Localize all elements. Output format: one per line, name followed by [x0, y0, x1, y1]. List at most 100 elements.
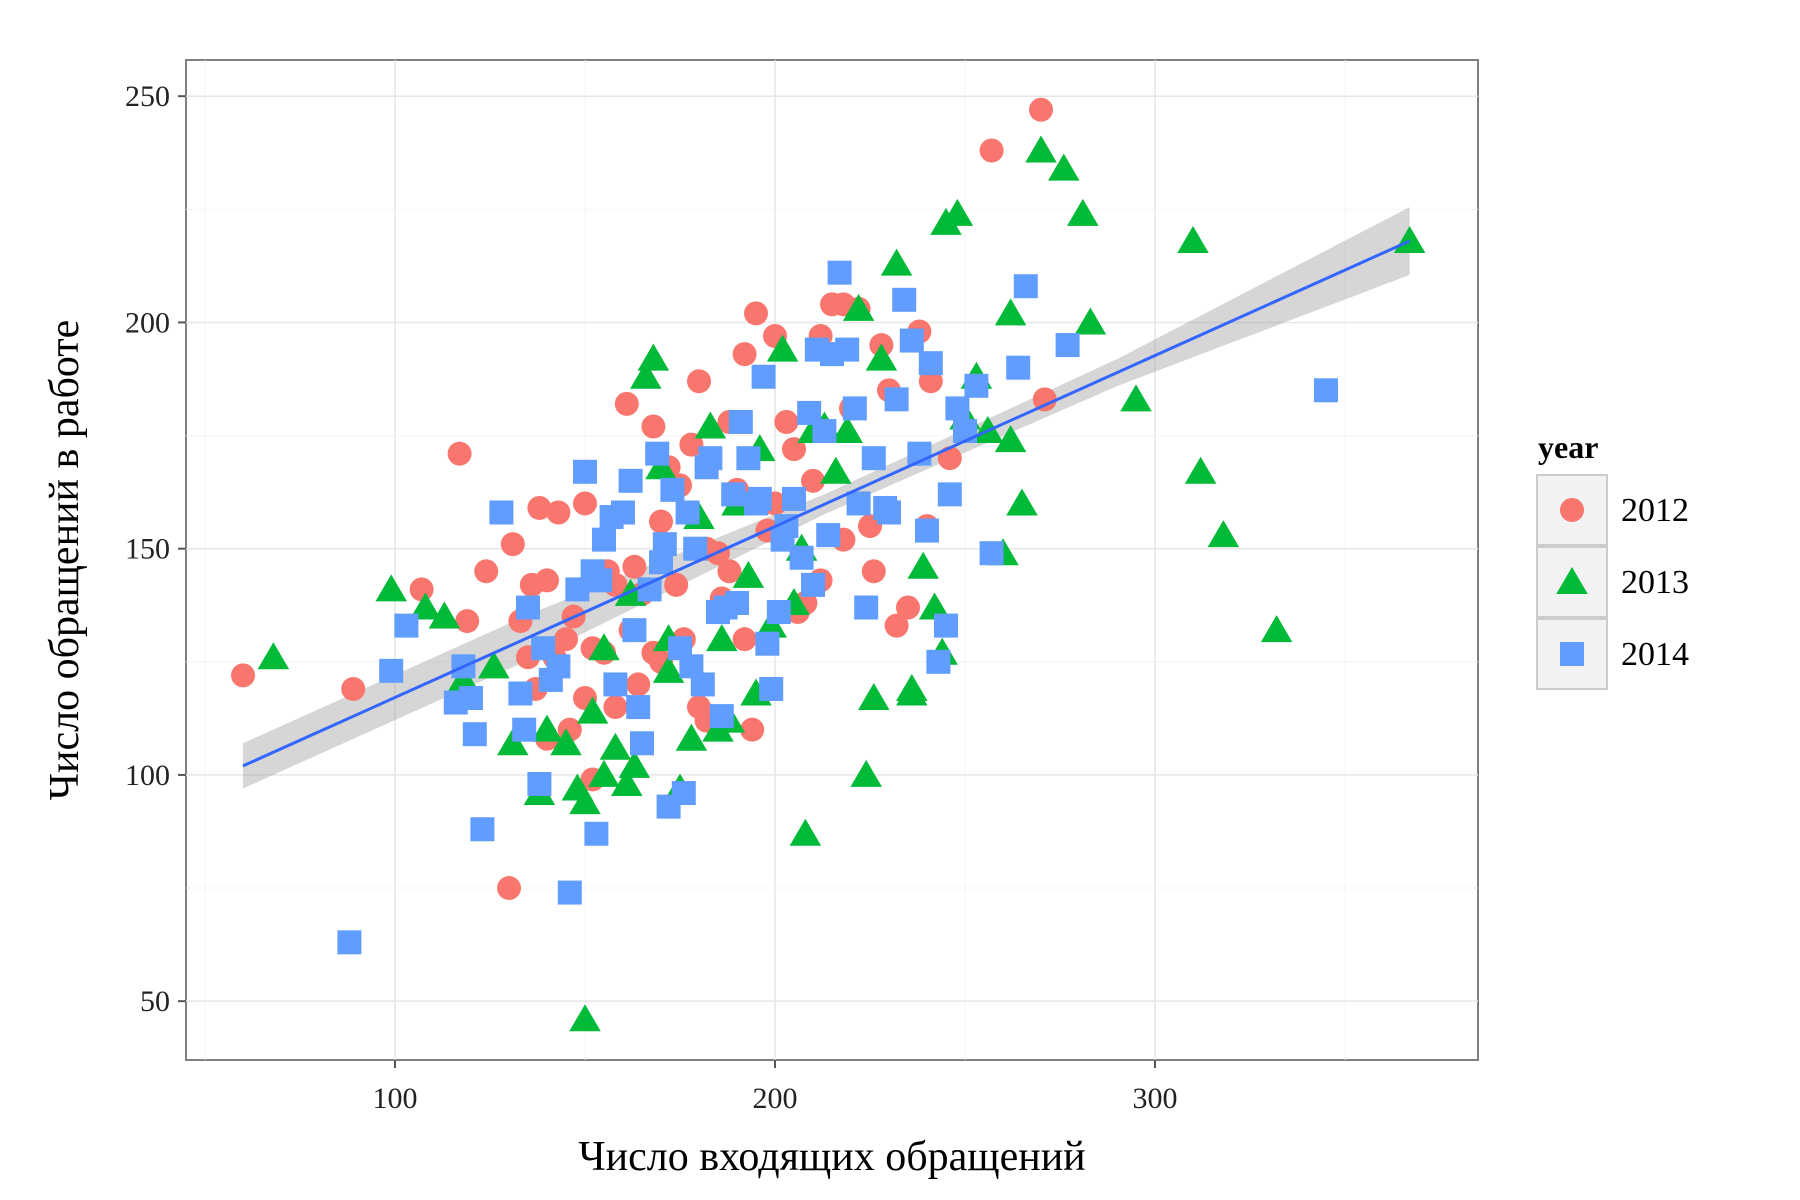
point-2013 [428, 601, 461, 629]
point-2014 [630, 731, 654, 756]
point-2014 [816, 523, 841, 548]
legend-key-2013 [1556, 567, 1588, 594]
point-2012 [1032, 387, 1057, 412]
point-2013 [531, 714, 563, 742]
point-2014 [926, 649, 951, 674]
point-2012 [937, 446, 962, 471]
point-2014 [877, 500, 901, 525]
point-2012 [447, 441, 472, 466]
legend-label-2012: 2012 [1621, 492, 1689, 529]
point-2013 [1177, 225, 1209, 253]
point-2014 [899, 328, 924, 353]
point-2013 [1207, 520, 1240, 548]
point-2014 [626, 695, 651, 720]
point-2014 [660, 477, 685, 502]
point-2013 [907, 551, 939, 579]
point-2013 [865, 343, 898, 371]
y-tick-label: 100 [125, 759, 170, 792]
point-2014 [755, 631, 780, 656]
point-2014 [770, 527, 795, 552]
point-2013 [611, 768, 643, 796]
point-2012 [497, 876, 521, 901]
point-2014 [979, 541, 1004, 566]
point-2013 [918, 592, 951, 620]
point-2013 [1393, 225, 1426, 253]
legend-key-2012 [1560, 498, 1584, 522]
point-2013 [858, 683, 890, 711]
point-2013 [820, 456, 852, 484]
point-2013 [576, 696, 609, 724]
point-2014 [1314, 378, 1338, 403]
y-tick-label: 150 [125, 533, 170, 566]
point-2012 [622, 554, 647, 579]
point-2014 [884, 387, 909, 412]
point-2012 [861, 559, 886, 584]
point-2013 [588, 633, 620, 661]
point-2014 [679, 654, 704, 679]
point-2014 [603, 672, 628, 697]
point-2014 [835, 337, 860, 362]
point-2013 [941, 198, 974, 226]
point-2014 [546, 654, 571, 679]
point-2013 [831, 416, 863, 444]
point-2013 [1006, 488, 1038, 516]
point-2013 [896, 678, 928, 706]
point-2014 [649, 550, 673, 575]
axes-layer: 100 200 300 50 100 150 200 250 [125, 80, 1178, 1115]
x-tick-label: 300 [1133, 1082, 1178, 1115]
point-2013 [257, 642, 290, 670]
point-2014 [945, 396, 970, 421]
point-2012 [679, 432, 704, 457]
point-2013 [675, 723, 708, 751]
point-2014 [861, 446, 886, 471]
point-2012 [409, 577, 434, 602]
point-2013 [550, 728, 582, 756]
point-2014 [462, 722, 487, 747]
point-2013 [652, 655, 685, 683]
point-2012 [664, 572, 689, 597]
point-2014 [683, 536, 708, 561]
legend-label-2014: 2014 [1621, 636, 1689, 673]
point-2012 [782, 437, 806, 462]
point-2012 [649, 509, 673, 534]
point-2013 [599, 732, 632, 760]
point-2013 [694, 411, 727, 439]
point-2014 [728, 409, 753, 434]
point-2013 [588, 759, 620, 787]
point-2013 [1067, 198, 1099, 226]
point-2014 [709, 704, 734, 729]
point-2014 [512, 717, 537, 742]
point-2014 [892, 287, 917, 312]
point-2012 [918, 369, 943, 394]
point-2012 [740, 717, 765, 742]
point-2012 [717, 559, 742, 584]
point-2013 [850, 759, 882, 787]
point-2014 [842, 396, 867, 421]
point-2014 [622, 618, 647, 643]
point-2013 [732, 560, 765, 588]
point-2014 [1006, 355, 1031, 380]
x-tick-label: 200 [753, 1082, 798, 1115]
point-2014 [782, 486, 806, 511]
point-2013 [755, 610, 787, 638]
point-2014 [801, 572, 825, 597]
point-2014 [759, 676, 784, 701]
point-2013 [569, 787, 601, 815]
point-2012 [573, 491, 597, 516]
point-2012 [896, 595, 920, 620]
point-2013 [702, 714, 734, 742]
point-2014 [736, 446, 761, 471]
point-2013 [1048, 153, 1080, 181]
point-2014 [584, 821, 609, 846]
point-2014 [527, 771, 552, 796]
point-2012 [474, 559, 499, 584]
major-gridlines [186, 60, 1478, 1060]
point-2012 [455, 609, 480, 634]
point-2014 [725, 590, 749, 615]
point-2014 [557, 880, 582, 905]
point-2014 [827, 260, 852, 285]
point-2012 [546, 500, 571, 525]
point-2014 [747, 486, 772, 511]
point-2012 [527, 495, 552, 520]
point-2013 [375, 574, 407, 602]
